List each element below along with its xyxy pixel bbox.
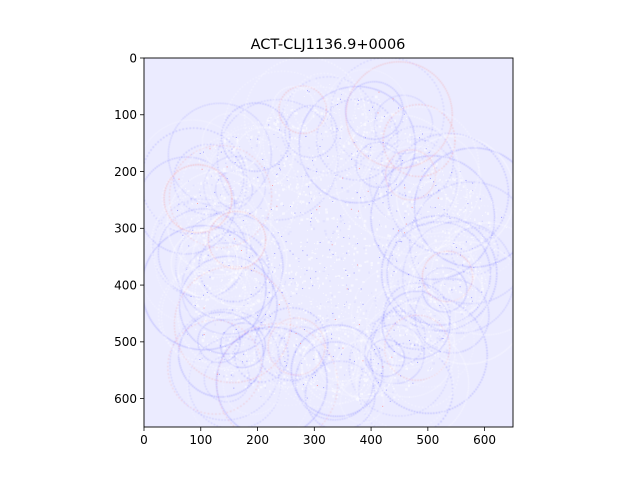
y-tick-label: 600 bbox=[114, 392, 137, 406]
plot-frame bbox=[143, 57, 514, 428]
y-tick-label: 200 bbox=[114, 165, 137, 179]
x-axis: 0 100 200 300 400 500 600 bbox=[140, 427, 496, 447]
y-tick-label: 100 bbox=[114, 108, 137, 122]
heat-speckles bbox=[177, 84, 507, 407]
heatmap-image bbox=[144, 58, 513, 427]
y-tick-label: 0 bbox=[129, 51, 137, 65]
y-tick-label: 300 bbox=[114, 222, 137, 236]
x-tick-label: 100 bbox=[189, 433, 212, 447]
y-axis: 0 100 200 300 400 500 600 bbox=[114, 51, 144, 406]
x-tick-label: 300 bbox=[303, 433, 326, 447]
x-tick-label: 400 bbox=[360, 433, 383, 447]
x-tick-label: 0 bbox=[140, 433, 148, 447]
chart-title: ACT-CLJ1136.9+0006 bbox=[251, 37, 406, 53]
heat-loops bbox=[144, 58, 513, 427]
y-tick-label: 500 bbox=[114, 335, 137, 349]
y-tick-label: 400 bbox=[114, 278, 137, 292]
x-tick-label: 500 bbox=[416, 433, 439, 447]
x-tick-label: 200 bbox=[246, 433, 269, 447]
x-tick-label: 600 bbox=[473, 433, 496, 447]
